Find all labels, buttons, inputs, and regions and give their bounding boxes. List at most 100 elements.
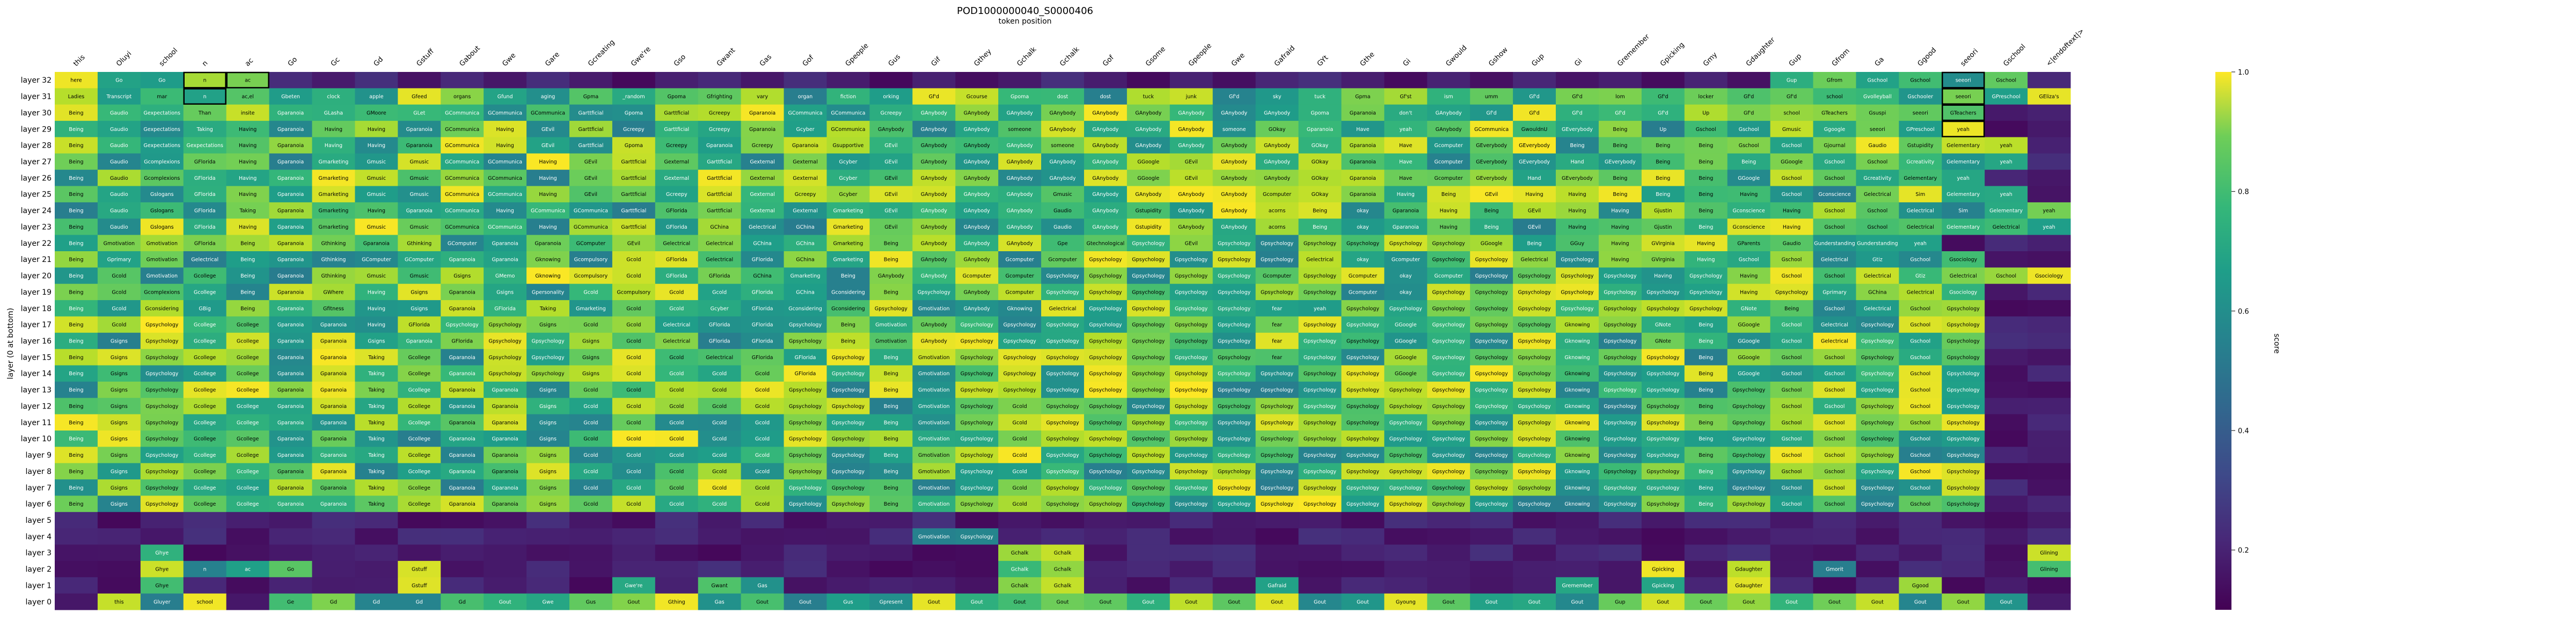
- heatmap-cell: [1041, 153, 1085, 170]
- cell-label: Gwe: [543, 599, 554, 605]
- cell-label: yeah: [2043, 208, 2055, 214]
- heatmap-cell: [1427, 153, 1470, 170]
- heatmap-cell: [1513, 186, 1556, 203]
- cell-label: Gcold: [1013, 501, 1027, 507]
- cell-label: Gcold: [583, 469, 598, 475]
- cell-label: Gelectrical: [1993, 224, 2020, 230]
- heatmap-cell: [183, 218, 227, 236]
- cell-label: Gunderstanding: [1814, 240, 1855, 246]
- cell-label: Gpsychology: [1304, 355, 1337, 361]
- cell-label: GAnybody: [964, 289, 990, 295]
- heatmap-cell: [784, 170, 827, 187]
- cell-label: Gpsychology: [1518, 501, 1552, 507]
- heatmap-cell: [1341, 544, 1385, 561]
- heatmap-cell: [741, 202, 785, 219]
- x-tick-label: Gremember: [1616, 33, 1651, 68]
- cell-label: Taking: [368, 453, 384, 458]
- heatmap-cell: [140, 316, 184, 333]
- heatmap-cell: [1556, 202, 1599, 219]
- cell-label: GAnybody: [1135, 110, 1161, 116]
- heatmap-cell: [1942, 153, 1985, 170]
- cell-label: Being: [69, 322, 83, 328]
- cell-label: Gpsychology: [1046, 404, 1079, 410]
- cell-label: Having: [368, 208, 385, 214]
- cell-label: Having: [1697, 240, 1715, 246]
- cell-label: Gcold: [626, 420, 641, 426]
- cell-label: Gcold: [583, 501, 598, 507]
- cell-label: Gknowing: [1564, 388, 1590, 393]
- heatmap-cell: [1770, 170, 1814, 187]
- cell-label: Gsigns: [111, 420, 128, 426]
- heatmap-cell: [955, 170, 999, 187]
- heatmap-cell: [1684, 218, 1728, 236]
- heatmap-cell: [1727, 137, 1771, 154]
- heatmap-cell: [1298, 283, 1342, 301]
- heatmap-cell: [1770, 153, 1814, 170]
- heatmap-cell: [1384, 349, 1428, 366]
- cell-label: Gschool: [1782, 371, 1802, 377]
- heatmap-cell: [140, 153, 184, 170]
- cell-label: Gsigns: [111, 355, 128, 361]
- cell-label: organ: [798, 94, 813, 100]
- x-tick-label: Gpeople: [1187, 42, 1213, 68]
- cell-label: GAnybody: [964, 257, 990, 263]
- cell-label: GAnybody: [1050, 176, 1076, 181]
- heatmap-cell: [398, 316, 441, 333]
- heatmap-cell: [269, 512, 312, 529]
- cell-label: GEvil: [1528, 208, 1541, 214]
- heatmap-cell: [1255, 528, 1299, 545]
- cell-label: GChina: [1868, 289, 1887, 295]
- cell-label: okay: [1357, 224, 1369, 230]
- heatmap-cell: [226, 104, 270, 121]
- cell-label: Gpsychology: [1218, 322, 1251, 328]
- y-tick-label: layer 30: [21, 109, 52, 118]
- heatmap-cell: [869, 560, 913, 578]
- cell-label: Gpsychology: [1732, 469, 1766, 475]
- heatmap-cell: [484, 137, 527, 154]
- heatmap-cell: [1770, 512, 1814, 529]
- heatmap-cell: [1684, 88, 1728, 105]
- cell-label: Being: [1656, 143, 1670, 149]
- cell-label: Gpsychology: [1304, 240, 1337, 246]
- cell-label: Gsigns: [111, 501, 128, 507]
- heatmap-cell: [355, 170, 398, 187]
- cell-label: Gcreepy: [709, 127, 730, 133]
- cell-label: Gpsychology: [1604, 273, 1637, 279]
- heatmap-cell: [269, 88, 312, 105]
- heatmap-cell: [55, 332, 98, 349]
- cell-label: GGoogle: [1395, 355, 1417, 361]
- heatmap-cell: [1856, 137, 1899, 154]
- cell-label: Being: [1656, 192, 1670, 198]
- cell-label: Gschool: [1782, 453, 1802, 458]
- heatmap-cell: [1813, 349, 1856, 366]
- cell-label: ac,el: [241, 94, 254, 100]
- cell-label: Gcold: [583, 485, 598, 491]
- heatmap-cell: [1556, 528, 1599, 545]
- cell-label: Gcompulsory: [574, 257, 608, 263]
- heatmap-cell: [612, 186, 656, 203]
- heatmap-cell: [912, 202, 956, 219]
- cell-label: Having: [1611, 240, 1629, 246]
- cell-label: Having: [1440, 208, 1458, 214]
- heatmap-cell: [612, 528, 656, 545]
- heatmap-cell: [1641, 88, 1685, 105]
- cell-label: Gparanoia: [277, 208, 304, 214]
- heatmap-cell: [1727, 121, 1771, 137]
- heatmap-cell: [312, 153, 355, 170]
- cell-label: Being: [240, 273, 255, 279]
- heatmap-cell: [312, 137, 355, 154]
- heatmap-cell: [1427, 267, 1470, 285]
- colorbar-ticks: 0.20.40.60.81.0: [2231, 69, 2249, 555]
- cell-label: Gcold: [1013, 453, 1027, 458]
- heatmap-cell: [1041, 202, 1085, 219]
- cell-label: Having: [239, 143, 257, 149]
- cell-label: Gparanoia: [492, 257, 518, 263]
- cell-label: GAnybody: [964, 143, 990, 149]
- heatmap-cell: [183, 251, 227, 268]
- heatmap-cell: [1427, 528, 1470, 545]
- heatmap-cell: [312, 300, 355, 317]
- heatmap-cell: [955, 512, 999, 529]
- heatmap-cell: [1513, 544, 1556, 561]
- heatmap-cell: [526, 137, 570, 154]
- cell-label: GGoogle: [1738, 176, 1760, 181]
